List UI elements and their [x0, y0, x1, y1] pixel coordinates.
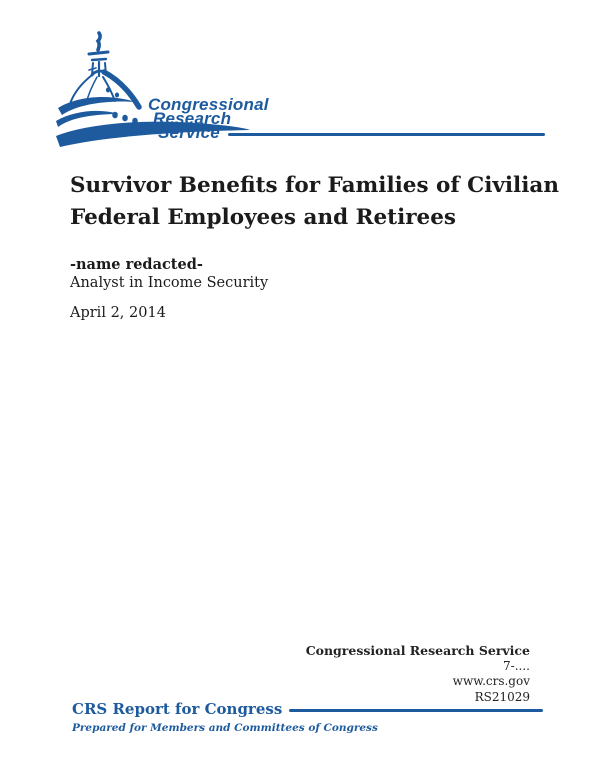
author-block: -name redacted- Analyst in Income Securi…	[70, 255, 268, 293]
author-name: -name redacted-	[70, 256, 203, 273]
publication-website: www.crs.gov	[452, 674, 530, 688]
footer-series-title: CRS Report for Congress	[72, 700, 283, 718]
report-title-line1: Survivor Benefits for Families of Civili…	[70, 173, 559, 198]
report-title: Survivor Benefits for Families of Civili…	[70, 170, 559, 234]
crs-logo-wordmark: Congressional Research Service	[148, 95, 545, 142]
footer-horizontal-rule	[289, 708, 543, 712]
report-date: April 2, 2014	[70, 305, 166, 321]
footer-tagline: Prepared for Members and Committees of C…	[72, 722, 378, 734]
publication-phone: 7-....	[503, 658, 530, 673]
logo-word-congressional: Congressional	[148, 95, 269, 114]
capitol-dome-icon	[56, 31, 250, 147]
crs-footer: CRS Report for Congress Prepared for Mem…	[72, 700, 543, 734]
author-role: Analyst in Income Security	[70, 275, 269, 291]
logo-word-research: Research	[153, 109, 232, 128]
report-title-line2: Federal Employees and Retirees	[70, 205, 457, 230]
publication-info-block: Congressional Research Service 7-.... ww…	[306, 643, 530, 705]
logo-horizontal-rule	[227, 133, 545, 136]
publication-org: Congressional Research Service	[305, 643, 530, 658]
logo-word-service: Service	[158, 123, 220, 142]
publication-report-number: RS21029	[474, 689, 530, 704]
